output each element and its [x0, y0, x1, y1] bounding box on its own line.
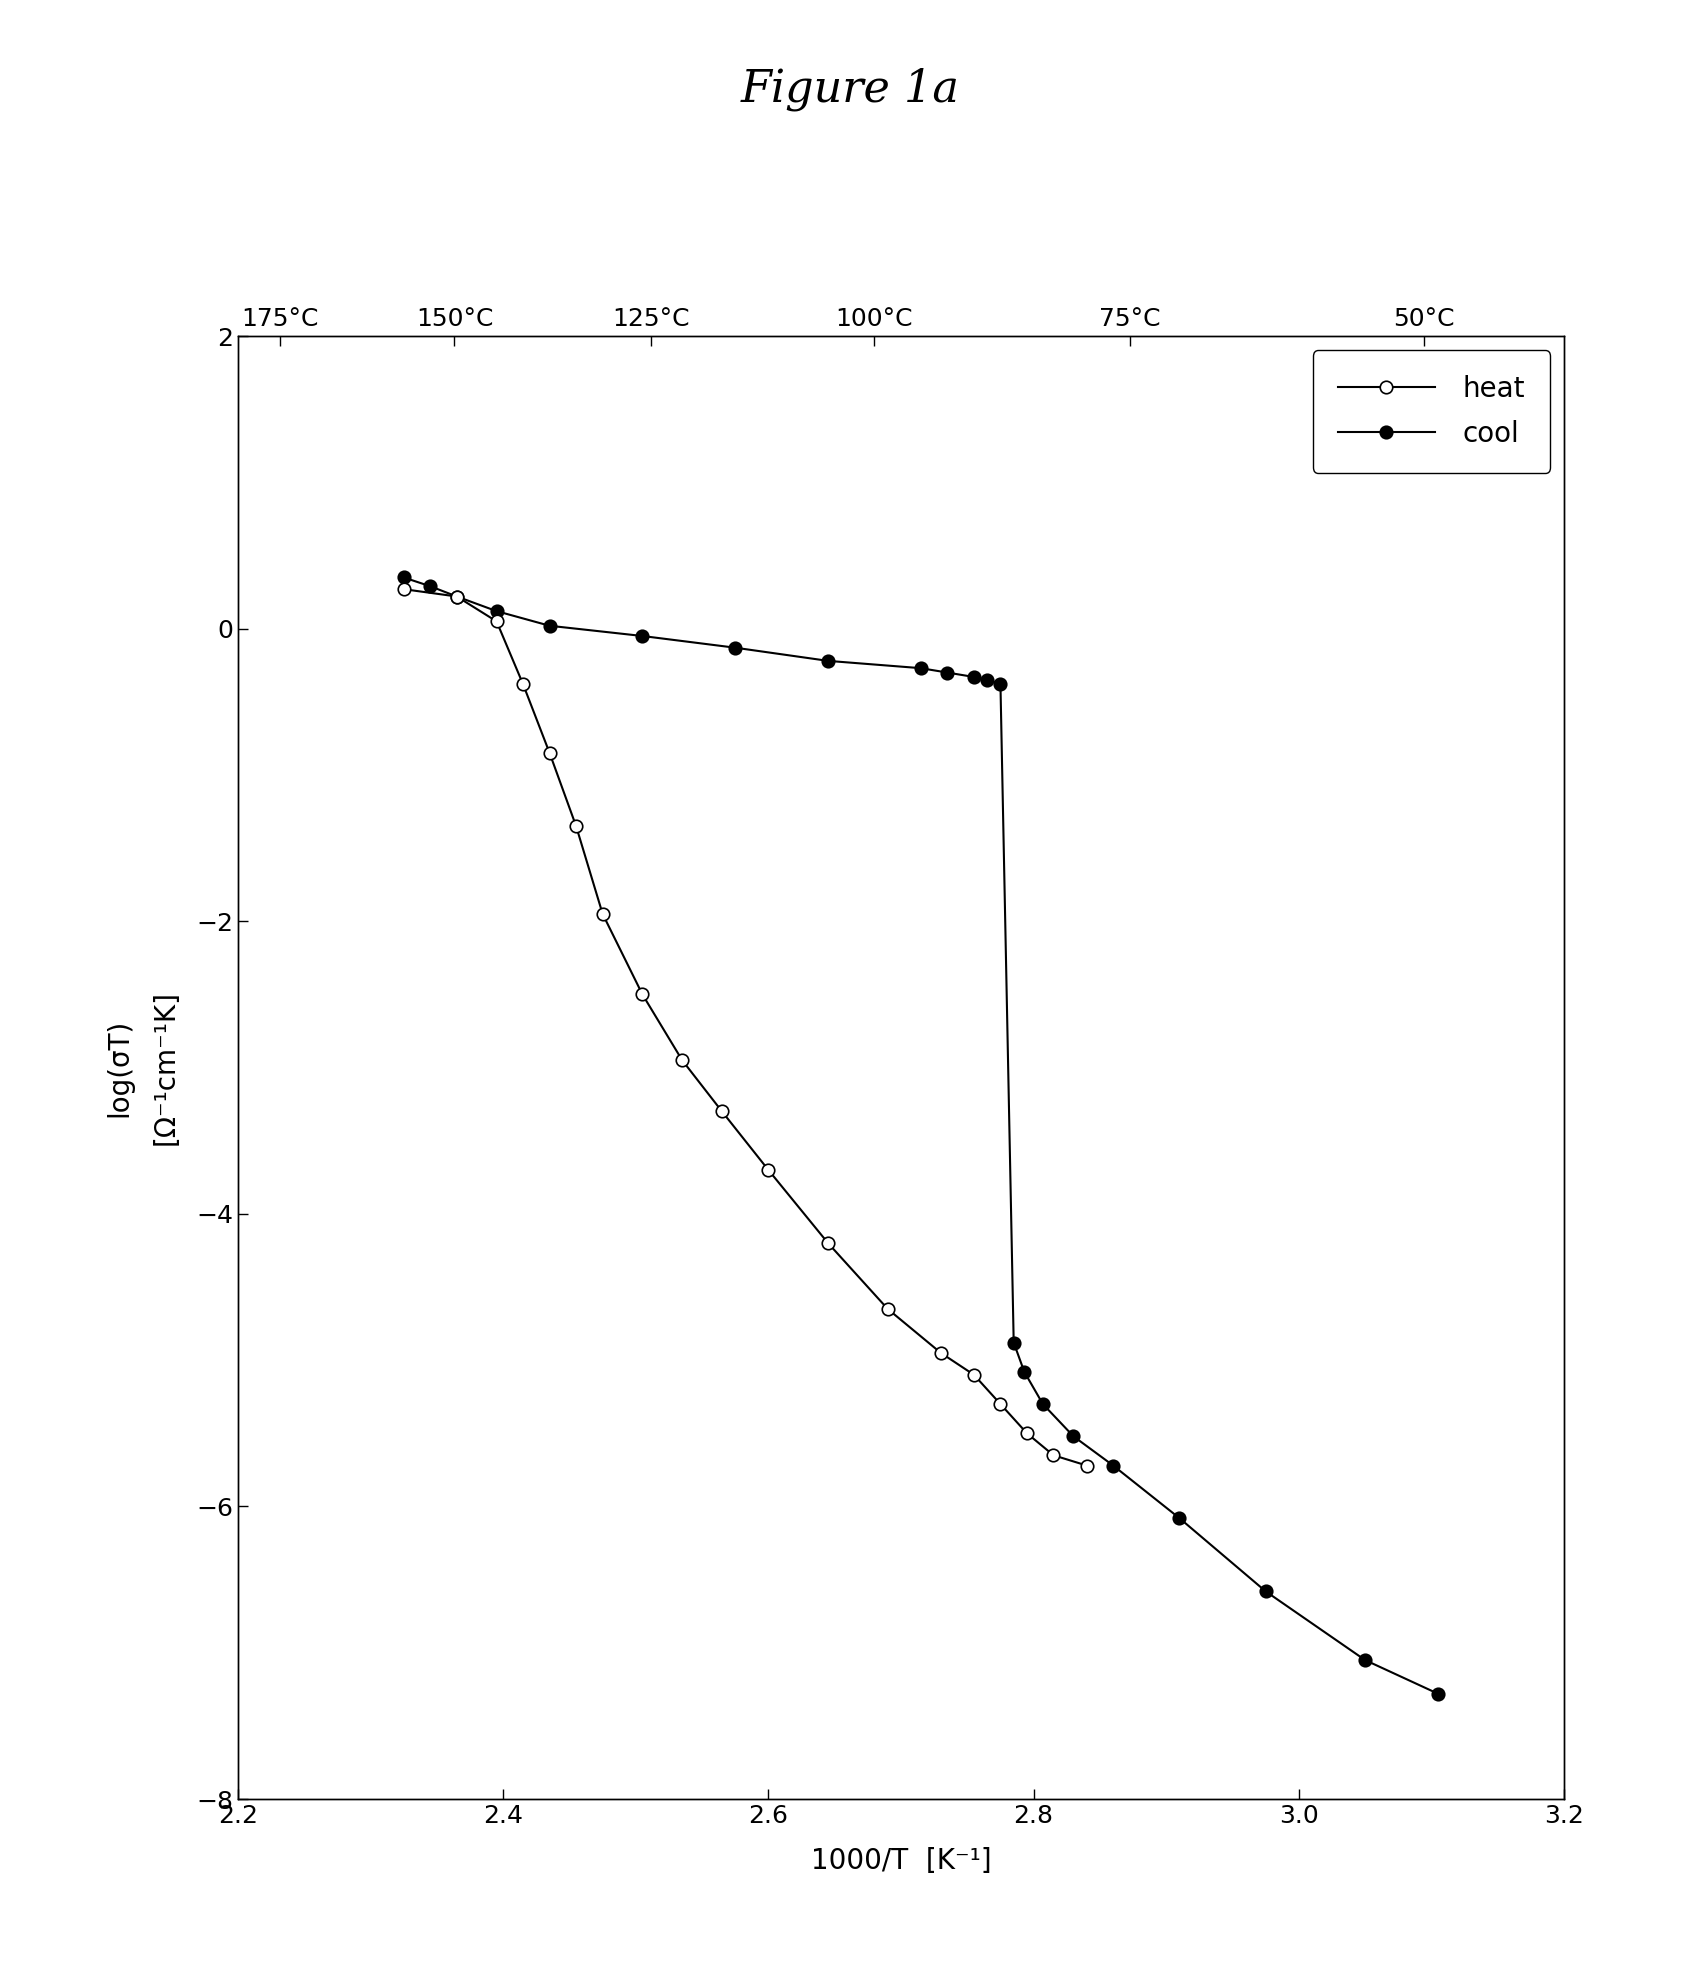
cool: [420, 575, 440, 599]
cool: [977, 668, 998, 692]
heat: [758, 1159, 779, 1182]
heat: [539, 741, 559, 765]
X-axis label: 1000/T  [K⁻¹]: 1000/T [K⁻¹]: [811, 1847, 991, 1876]
heat: [818, 1232, 838, 1255]
cool: [1355, 1649, 1375, 1673]
heat: [447, 585, 468, 609]
heat: [989, 1392, 1010, 1416]
Text: Figure 1a: Figure 1a: [741, 67, 959, 111]
cool: [1428, 1682, 1448, 1706]
cool: [393, 565, 415, 589]
cool: [937, 660, 957, 684]
cool: [964, 664, 984, 688]
heat: [1076, 1453, 1096, 1477]
Line: heat: heat: [398, 583, 1093, 1471]
heat: [877, 1297, 898, 1321]
heat: [393, 577, 415, 601]
heat: [566, 815, 586, 838]
cool: [989, 672, 1010, 696]
cool: [539, 615, 559, 639]
heat: [592, 902, 612, 925]
cool: [1103, 1453, 1124, 1477]
cool: [1062, 1423, 1083, 1447]
cool: [1003, 1331, 1023, 1354]
cool: [724, 637, 745, 660]
heat: [1017, 1421, 1037, 1445]
cool: [911, 656, 932, 680]
heat: [712, 1099, 733, 1123]
heat: [632, 983, 653, 1006]
cool: [1015, 1360, 1035, 1384]
Line: cool: cool: [398, 571, 1445, 1700]
heat: [672, 1048, 692, 1072]
heat: [513, 672, 534, 696]
heat: [486, 609, 507, 633]
heat: [930, 1340, 950, 1364]
cool: [447, 585, 468, 609]
cool: [1170, 1506, 1190, 1530]
heat: [964, 1362, 984, 1386]
cool: [1032, 1392, 1052, 1416]
Legend: heat, cool: heat, cool: [1312, 350, 1550, 473]
heat: [1044, 1443, 1064, 1467]
cool: [818, 648, 838, 672]
Y-axis label: log(σT)
[Ω⁻¹cm⁻¹K]: log(σT) [Ω⁻¹cm⁻¹K]: [105, 990, 180, 1145]
cool: [486, 599, 507, 623]
cool: [632, 625, 653, 648]
cool: [1255, 1580, 1275, 1603]
